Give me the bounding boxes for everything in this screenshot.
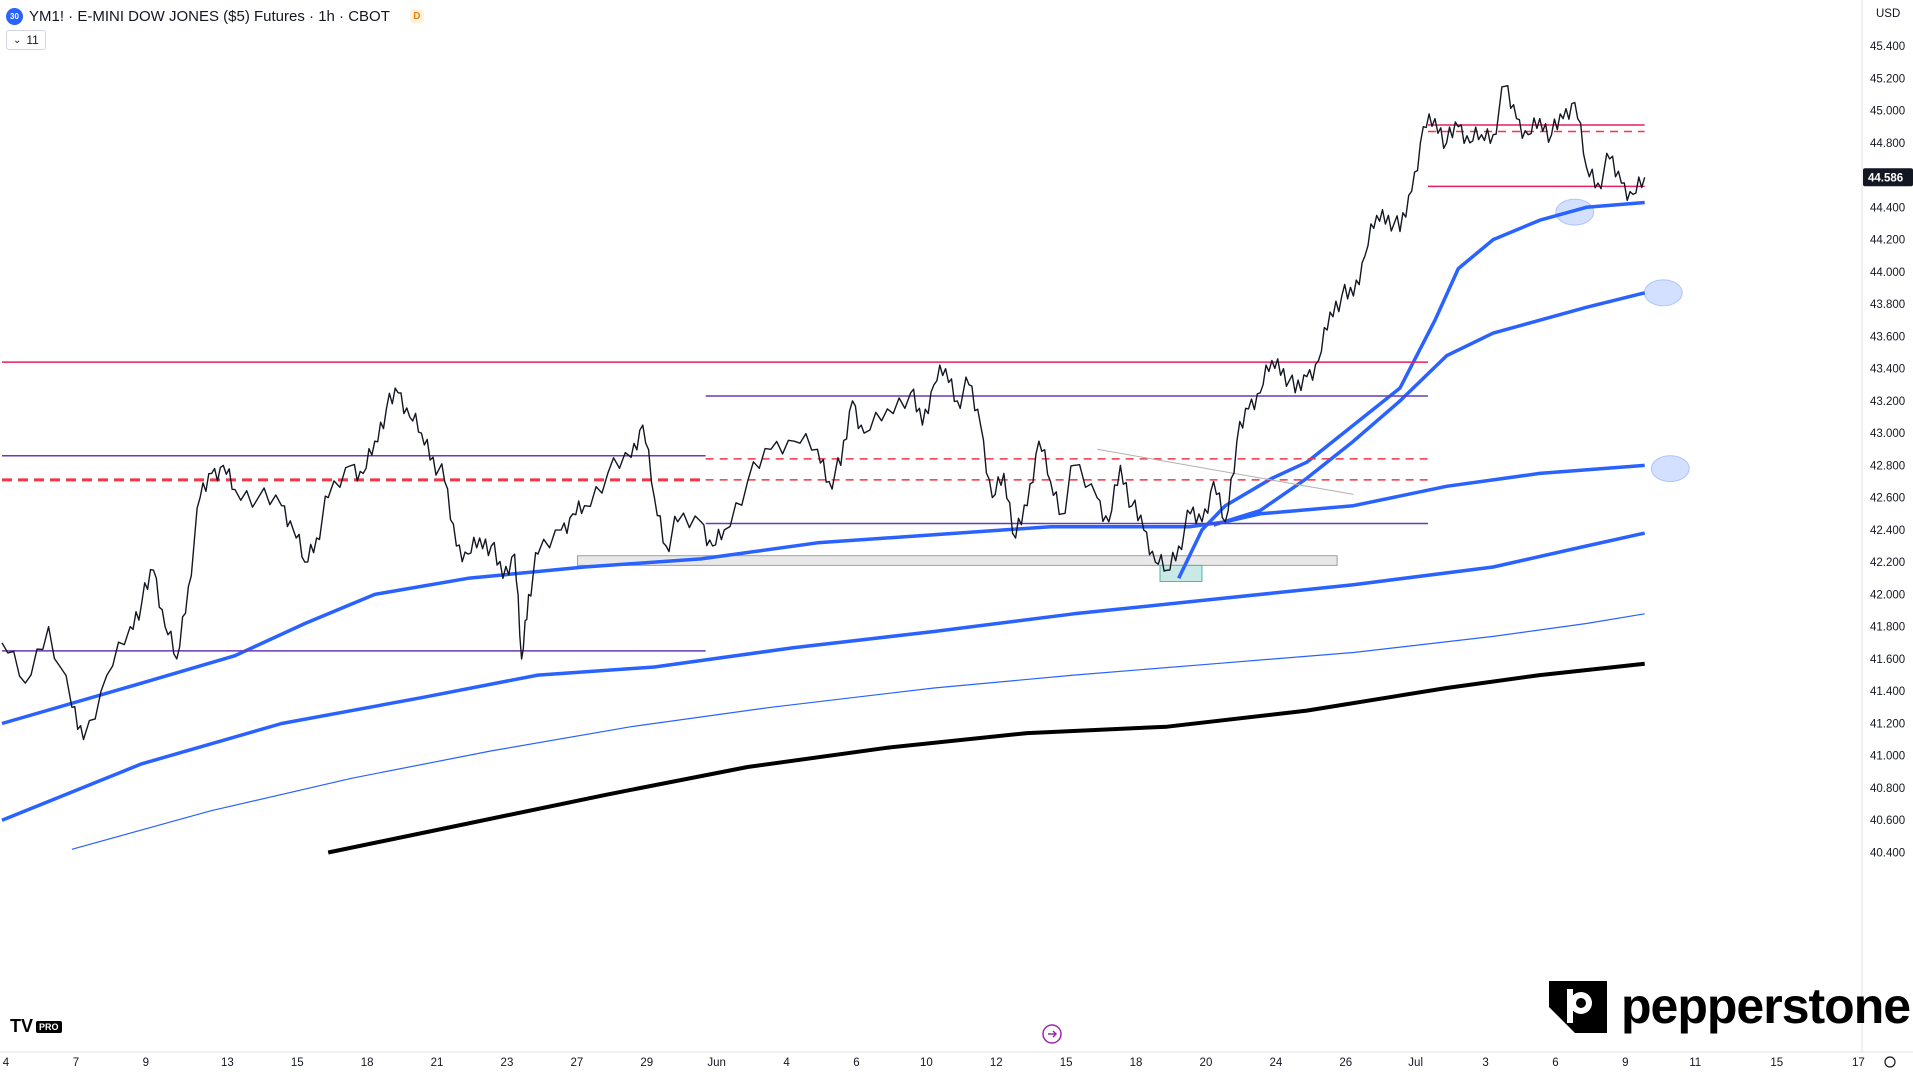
- brand-watermark: pepperstone: [1545, 975, 1911, 1037]
- moving-average-line-4: [1, 531, 1646, 822]
- time-tick-label: 17: [1852, 1057, 1865, 1069]
- time-tick-label: Jul: [1408, 1057, 1423, 1069]
- trendline-0[interactable]: [1097, 448, 1354, 495]
- symbol-icon: 30: [6, 7, 23, 25]
- price-tick-label: 45.400: [1870, 41, 1905, 53]
- time-tick-label: 20: [1200, 1057, 1213, 1069]
- price-tick-label: 42.600: [1870, 493, 1905, 505]
- time-tick-label: 26: [1339, 1057, 1352, 1069]
- currency-label[interactable]: USD: [1876, 8, 1900, 20]
- price-tick-label: 44.800: [1870, 138, 1905, 150]
- price-tick-label: 45.200: [1870, 73, 1905, 85]
- chart-header: 30 YM1! · E-MINI DOW JONES ($5) Futures …: [6, 5, 424, 27]
- settings-gear-icon[interactable]: [1884, 1056, 1896, 1068]
- time-tick-label: 21: [431, 1057, 444, 1069]
- time-tick-label: 11: [1689, 1057, 1701, 1069]
- price-tick-label: 44.400: [1870, 202, 1905, 214]
- price-tick-label: 44.000: [1870, 267, 1905, 279]
- time-tick-label: 13: [221, 1057, 234, 1069]
- price-tick-label: 41.000: [1870, 751, 1905, 763]
- time-tick-label: 3: [1482, 1057, 1488, 1069]
- price-series: [1, 85, 1646, 741]
- chevron-down-icon: ⌄: [13, 34, 22, 46]
- price-tick-label: 43.800: [1870, 299, 1905, 311]
- moving-average-line-2: [1177, 200, 1645, 580]
- delayed-badge: D: [409, 9, 424, 23]
- price-tick-label: 43.000: [1870, 428, 1905, 440]
- price-tick-label: 42.200: [1870, 557, 1905, 569]
- time-tick-label: 29: [640, 1057, 653, 1069]
- price-tick-label: 41.800: [1870, 622, 1905, 634]
- time-tick-label: 6: [853, 1057, 859, 1069]
- price-tick-label: 40.600: [1870, 815, 1905, 827]
- tradingview-logo: TV PRO: [10, 1016, 62, 1037]
- highlight-marker-2: [1650, 455, 1690, 483]
- price-tick-label: 41.200: [1870, 718, 1905, 730]
- time-tick-label: 15: [1060, 1057, 1073, 1069]
- price-tick-label: 41.400: [1870, 686, 1905, 698]
- current-price-badge: [1863, 168, 1913, 187]
- replay-icon[interactable]: [1042, 1024, 1062, 1044]
- moving-average-line-5: [71, 613, 1645, 850]
- time-tick-label: 4: [783, 1057, 790, 1069]
- price-tick-label: 42.800: [1870, 460, 1905, 472]
- indicator-count: 11: [26, 33, 39, 47]
- time-tick-label: Jun: [707, 1057, 726, 1069]
- current-price-label: 44.586: [1868, 172, 1903, 184]
- highlight-marker-1: [1643, 279, 1683, 307]
- price-tick-label: 42.000: [1870, 589, 1905, 601]
- pepperstone-logo-icon: [1549, 981, 1607, 1033]
- time-tick-label: 18: [1130, 1057, 1143, 1069]
- price-tick-label: 42.400: [1870, 525, 1905, 537]
- tv-logo-icon: TV: [10, 1016, 34, 1036]
- time-tick-label: 9: [143, 1057, 149, 1069]
- time-tick-label: 18: [361, 1057, 374, 1069]
- brand-name: pepperstone: [1621, 978, 1911, 1034]
- price-tick-label: 40.800: [1870, 783, 1905, 795]
- price-tick-label: 43.200: [1870, 396, 1905, 408]
- time-tick-label: 23: [501, 1057, 514, 1069]
- indicators-toggle[interactable]: ⌄ 11: [6, 30, 46, 50]
- moving-average-line-6: [327, 661, 1645, 855]
- moving-average-line-1: [1, 463, 1645, 726]
- time-tick-label: 6: [1552, 1057, 1558, 1069]
- time-tick-label: 12: [990, 1057, 1003, 1069]
- time-tick-label: 4: [3, 1057, 10, 1069]
- support-zone: [577, 555, 1338, 566]
- tv-pro-badge: PRO: [36, 1020, 62, 1033]
- chart-title[interactable]: YM1! · E-MINI DOW JONES ($5) Futures · 1…: [29, 7, 390, 25]
- time-tick-label: 27: [570, 1057, 583, 1069]
- replay-arrow-icon: [1048, 1030, 1058, 1038]
- price-tick-label: 45.000: [1870, 106, 1905, 118]
- time-tick-label: 7: [73, 1057, 79, 1069]
- price-tick-label: 41.600: [1870, 654, 1905, 666]
- price-tick-label: 43.400: [1870, 364, 1905, 376]
- highlight-marker-0: [1555, 198, 1595, 226]
- price-tick-label: 43.600: [1870, 331, 1905, 343]
- moving-average-line-3: [1213, 291, 1646, 527]
- time-tick-label: 24: [1269, 1057, 1282, 1069]
- time-tick-label: 15: [1770, 1057, 1783, 1069]
- time-tick-label: 9: [1622, 1057, 1628, 1069]
- time-tick-label: 15: [291, 1057, 304, 1069]
- price-tick-label: 44.200: [1870, 235, 1905, 247]
- time-tick-label: 10: [920, 1057, 933, 1069]
- price-tick-label: 40.400: [1870, 848, 1905, 860]
